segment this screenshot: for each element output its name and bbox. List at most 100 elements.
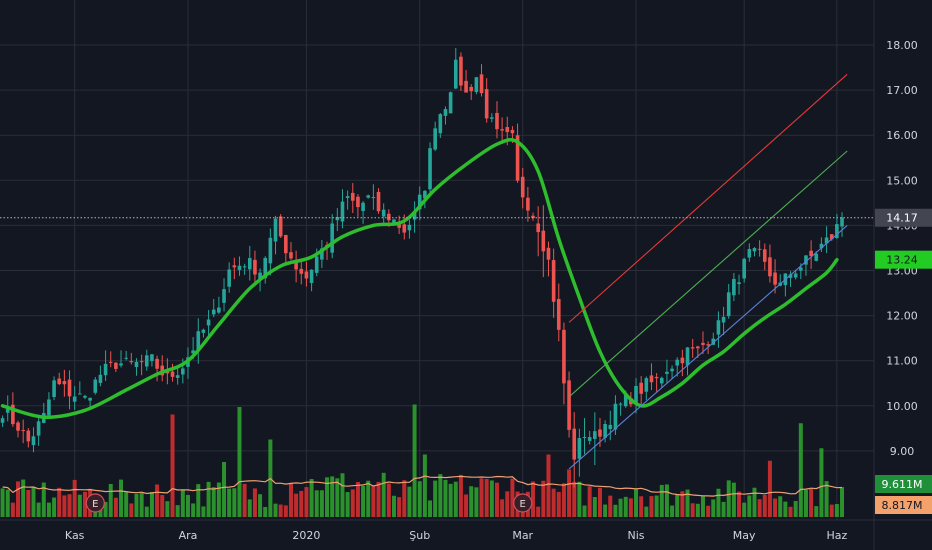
volume-bar [551,488,556,517]
candle-body [634,385,638,404]
volume-bar [278,504,283,517]
volume-bar [139,493,144,517]
candle-body [381,209,386,217]
volume-bar [608,495,613,517]
candle-body [268,237,273,264]
volume-bars [0,404,845,517]
candle-body [11,404,15,425]
volume-bar [639,496,644,517]
candle-body [438,114,443,134]
time-tick-label: Mar [512,529,533,542]
volume-bar [108,483,113,517]
value-tag-text: 9.611M [882,478,923,491]
candle-body [531,215,535,219]
value-tag-text: 8.817M [882,499,923,512]
candle-body [793,273,798,278]
volume-bar [258,494,263,517]
candle-body [742,258,746,279]
candle-body [47,399,51,416]
candle-body [721,316,726,323]
candle-body [52,380,56,397]
candle-body [222,289,226,303]
candle-body [299,268,304,274]
volume-bar [124,492,129,517]
volume-bar [675,494,680,517]
volume-bar [155,484,160,517]
earnings-label: E [520,499,526,510]
volume-bar [726,480,731,517]
volume-bar [448,483,453,517]
volume-bar [721,501,726,517]
candle-body [459,56,463,86]
candle-body [732,278,736,296]
volume-bar [664,484,669,517]
candle-body [201,329,206,333]
volume-bar [613,504,618,517]
candle-body [181,368,185,375]
candle-body [340,201,345,222]
value-tag-bg [875,496,932,514]
candle-body [278,216,283,237]
volume-bar [144,506,149,517]
price-axis[interactable]: 18.0017.0016.0015.0014.0013.0012.0011.00… [886,39,918,458]
volume-bar [438,474,443,517]
volume-bar [299,490,304,517]
candle-body [453,59,458,89]
volume-bar [350,489,355,517]
price-tick-label: 9.00 [890,445,915,458]
volume-bar [453,481,458,517]
volume-bar [0,488,5,517]
candle-body [273,218,278,242]
moving-average-line [0,137,839,419]
candle-body [649,375,654,383]
volume-bar [304,487,309,517]
volume-bar [397,497,402,517]
volume-bar [711,499,716,517]
volume-bar [319,490,324,517]
candle-body [263,257,268,279]
candle-body [237,265,242,270]
volume-bar [26,489,31,517]
candle-body [83,395,87,398]
volume-bar [391,495,396,517]
volume-bar [536,506,541,517]
candle-body [366,195,371,198]
volume-bar [731,482,736,517]
candle-body [623,394,628,407]
candle-body [706,344,710,346]
volume-bar [211,487,216,517]
volume-bar [330,476,335,517]
price-tick-label: 15.00 [886,174,918,187]
time-axis[interactable]: Kas Ara 2020 Şub Mar Nis May Haz [65,529,848,542]
volume-bar [834,504,839,517]
price-tick-label: 18.00 [886,39,918,52]
time-tick-label: 2020 [292,529,320,542]
volume-bar [82,491,87,517]
candle-body [654,376,659,379]
volume-bar [500,499,505,517]
earnings-circle [513,493,533,513]
candle-body [824,237,829,244]
volume-bar [695,503,700,517]
candle-body [320,248,324,260]
candle-body [88,397,92,401]
price-tick-label: 16.00 [886,129,918,142]
volume-bar [5,489,10,517]
candle-body [526,197,530,211]
volume-bar [489,480,494,517]
volume-bar [829,504,834,517]
candle-body [520,176,525,198]
channel-line-lower-blue [568,224,848,470]
volume-bar [469,486,474,517]
candle-body [150,354,154,361]
volume-bar [628,498,633,517]
candle-body [726,292,731,317]
candle-body [670,368,674,372]
candle-body [500,129,504,131]
candle-body [572,428,577,460]
volume-bar [824,481,829,517]
volume-bar [340,473,345,517]
volume-bar [376,481,381,517]
